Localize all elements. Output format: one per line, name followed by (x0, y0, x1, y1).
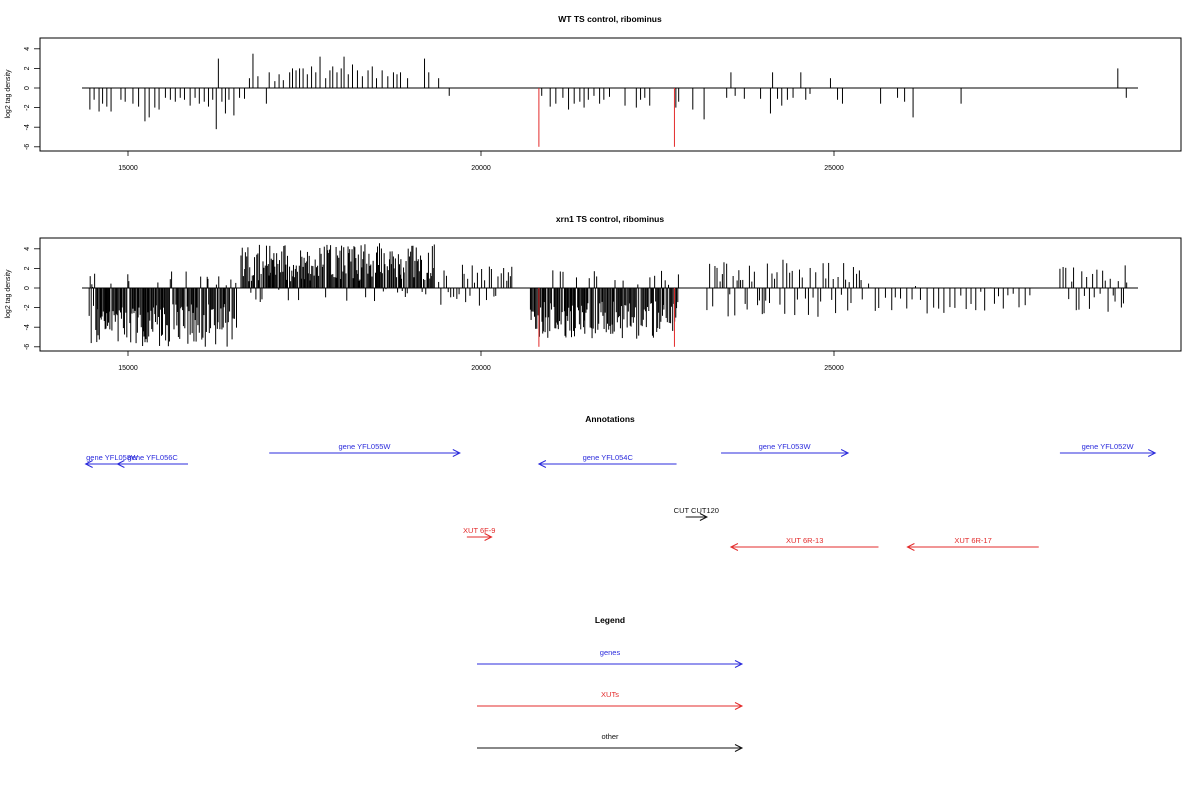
feature-label: CUT CUT120 (674, 506, 719, 515)
feature-label: gene YFL052W (1082, 442, 1135, 451)
feature-arrowhead (452, 449, 461, 457)
wt-y-tick-label: 4 (24, 47, 31, 51)
feature-arrowhead (1148, 449, 1157, 457)
wt-y-tick-label: -2 (24, 104, 31, 110)
xrn1-x-tick-label: 15000 (118, 365, 138, 372)
wt-plot-frame (39, 37, 1182, 152)
xrn1-track-panel: xrn1 TS control, ribominus log2 tag dens… (5, 214, 1182, 372)
feature-label: XUT 6R-17 (954, 536, 991, 545)
wt-y-tick-label: -6 (24, 144, 31, 150)
wt-x-tick-label: 20000 (471, 165, 491, 172)
xrn1-bars (82, 243, 1138, 347)
feature-label: gene YFL054C (583, 453, 634, 462)
legend-title: Legend (595, 615, 625, 625)
legend-item-label: genes (600, 648, 621, 657)
feature-label: XUT 6F-9 (463, 526, 495, 535)
feature-gene: gene YFL056C (116, 453, 189, 468)
feature-arrowhead (840, 449, 850, 457)
feature-label: XUT 6R-13 (786, 536, 823, 545)
wt-y-axis: 4 2 0 -2 -4 -6 (24, 47, 41, 150)
xrn1-x-tick-label: 20000 (471, 365, 491, 372)
legend-panel: Legend genes XUTs other (477, 615, 744, 752)
xrn1-track-title: xrn1 TS control, ribominus (556, 214, 664, 224)
legend-arrowhead (734, 660, 744, 668)
wt-y-tick-label: 0 (24, 86, 31, 90)
feature-other: CUT CUT120 (674, 506, 719, 521)
feature-label: gene YFL056C (128, 453, 179, 462)
legend-item-label: XUTs (601, 690, 619, 699)
legend-item-label: other (601, 732, 619, 741)
wt-x-tick-label: 15000 (118, 165, 138, 172)
feature-arrowhead (116, 460, 125, 468)
wt-bars (82, 53, 1138, 147)
wt-x-axis: 15000 20000 25000 (118, 151, 844, 172)
wt-track-title: WT TS control, ribominus (558, 14, 662, 24)
annotations-title: Annotations (585, 414, 635, 424)
legend-arrowhead (734, 744, 744, 752)
feature-xut: XUT 6F-9 (463, 526, 495, 541)
feature-label: gene YFL053W (759, 442, 812, 451)
feature-arrowhead (906, 543, 915, 551)
xrn1-y-tick-label: -2 (24, 304, 31, 310)
wt-track-panel: WT TS control, ribominus log2 tag densit… (5, 14, 1182, 172)
xrn1-y-tick-label: -4 (24, 324, 31, 330)
wt-x-tick-label: 25000 (824, 165, 844, 172)
feature-gene: gene YFL052W (1059, 442, 1157, 457)
xrn1-x-tick-label: 25000 (824, 365, 844, 372)
feature-arrowhead (537, 460, 547, 468)
feature-gene: gene YFL054C (537, 453, 677, 468)
wt-y-tick-label: 2 (24, 66, 31, 70)
feature-gene: gene YFL055W (269, 442, 461, 457)
xrn1-y-tick-label: 0 (24, 286, 31, 290)
feature-gene: gene YFL053W (721, 442, 850, 457)
xrn1-y-axis: 4 2 0 -2 -4 -6 (24, 247, 41, 350)
feature-arrowhead (84, 460, 93, 468)
feature-xut: XUT 6R-17 (906, 536, 1039, 551)
wt-y-tick-label: -4 (24, 124, 31, 130)
legend-item: XUTs (477, 690, 744, 710)
feature-xut: XUT 6R-13 (729, 536, 879, 551)
xrn1-y-axis-label: log2 tag density (5, 269, 12, 319)
wt-y-axis-label: log2 tag density (5, 69, 12, 119)
xrn1-y-tick-label: 4 (24, 247, 31, 251)
legend-items: genes XUTs other (477, 648, 744, 752)
xrn1-y-tick-label: 2 (24, 266, 31, 270)
feature-label: gene YFL058W (86, 453, 139, 462)
feature-label: gene YFL055W (339, 442, 392, 451)
legend-arrowhead (734, 702, 744, 710)
feature-arrowhead (729, 543, 739, 551)
feature-arrowhead (484, 533, 493, 541)
legend-item: other (477, 732, 744, 752)
xrn1-x-axis: 15000 20000 25000 (118, 351, 844, 372)
xrn1-y-tick-label: -6 (24, 344, 31, 350)
legend-item: genes (477, 648, 744, 668)
feature-arrowhead (699, 513, 709, 521)
